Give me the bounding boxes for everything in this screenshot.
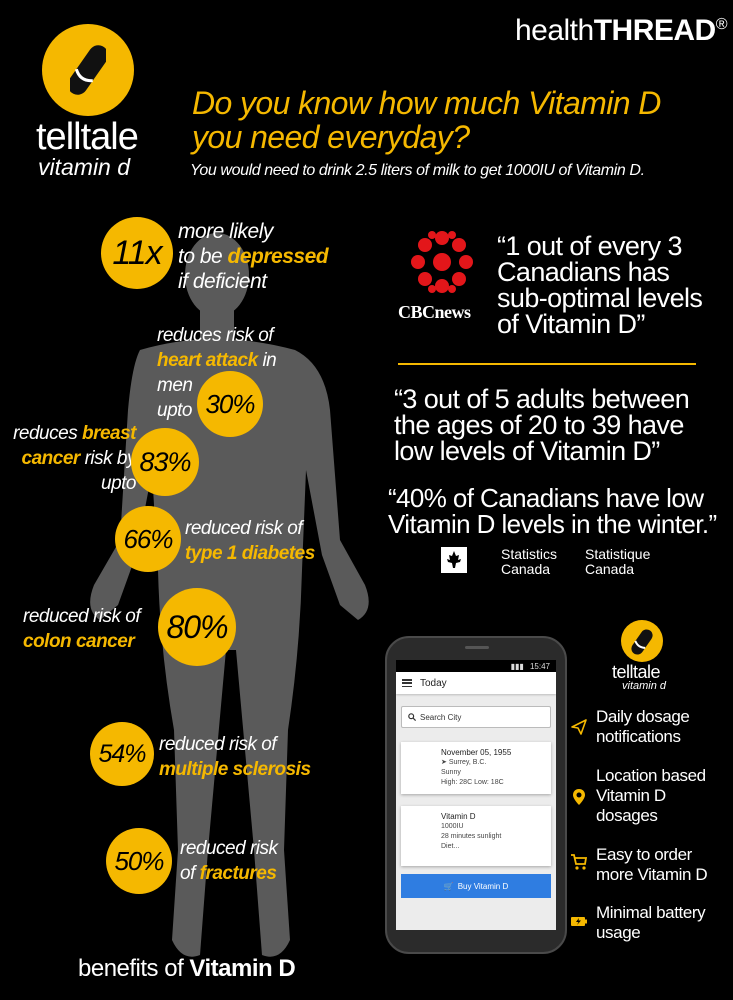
search-placeholder: Search City: [420, 712, 462, 722]
hamburger-menu-icon[interactable]: [402, 679, 412, 687]
weather-temps: High: 28C Low: 18C: [441, 779, 504, 786]
heart-attack-stat-text: reduces risk of heart attack in men upto: [157, 325, 277, 421]
status-bar: ▮▮▮ 15:47: [396, 660, 556, 672]
location-arrow-icon: ➤: [441, 759, 449, 766]
vitamin-dose: 1000IU: [441, 823, 464, 830]
vitamin-card-title: Vitamin D: [441, 812, 476, 821]
fractures-stat-text: reduced risk of fractures: [180, 838, 278, 884]
cbc-news-label: CBCnews: [398, 302, 471, 322]
weather-date: November 05, 1955: [441, 748, 512, 757]
app-pill-icon: [631, 629, 653, 655]
app-bar-title: Today: [420, 677, 447, 689]
benefits-caption: benefits of Vitamin D: [78, 955, 296, 982]
sclerosis-stat-text: reduced risk of multiple sclerosis: [159, 734, 311, 780]
weather-condition: Sunny: [441, 769, 461, 776]
pill-icon: [70, 45, 106, 95]
vitamin-card[interactable]: Vitamin D 1000IU 28 minutes sunlight Die…: [401, 806, 551, 866]
battery-icon: [571, 917, 587, 926]
subheadline: You would need to drink 2.5 liters of mi…: [190, 162, 645, 179]
app-name: telltale: [612, 662, 661, 682]
paper-plane-icon: [571, 719, 587, 735]
fractures-stat-circle: 50%: [106, 828, 172, 894]
depression-stat-text: more likely to be depressed if deficient: [178, 220, 329, 293]
buy-vitamin-d-button[interactable]: 🛒 Buy Vitamin D: [401, 874, 551, 898]
weather-location: Surrey, B.C.: [448, 759, 487, 766]
feature-ordering: Easy to order more Vitamin D: [596, 845, 708, 884]
brand-subtitle: vitamin d: [38, 154, 131, 180]
shopping-cart-icon: [571, 854, 588, 870]
status-time: 15:47: [529, 661, 550, 671]
phone-screen: ▮▮▮ 15:47 Today Search City November 05,…: [396, 660, 556, 930]
colon-cancer-stat-circle: 80%: [158, 588, 236, 666]
canada-flag-icon: [428, 547, 480, 573]
sclerosis-stat-circle: 54%: [90, 722, 154, 786]
diabetes-stat-circle: 66%: [115, 506, 181, 572]
diabetes-stat-text: reduced risk of type 1 diabetes: [185, 518, 315, 564]
headline: Do you know how much Vitamin D you need …: [192, 85, 661, 155]
cbc-gem-icon: [411, 231, 473, 293]
search-city-input[interactable]: Search City: [401, 706, 551, 728]
adults-quote: “3 out of 5 adults between the ages of 2…: [394, 384, 690, 466]
feature-notifications: Daily dosage notifications: [596, 707, 690, 746]
feature-location: Location based Vitamin D dosages: [596, 766, 706, 825]
divider: [398, 363, 696, 365]
statistics-canada-fr: Statistique Canada: [585, 546, 651, 577]
feature-battery: Minimal battery usage: [596, 903, 706, 942]
cbc-quote: “1 out of every 3 Canadians has sub-opti…: [497, 231, 703, 339]
depression-stat-circle: 11x: [101, 217, 173, 289]
vitamin-diet: Diet...: [441, 843, 460, 850]
statistics-canada-en: Statistics Canada: [501, 546, 558, 577]
phone-mockup: ▮▮▮ 15:47 Today Search City November 05,…: [385, 636, 567, 954]
heart-attack-stat-circle: 30%: [197, 371, 263, 437]
app-subtitle: vitamin d: [622, 680, 667, 692]
colon-cancer-stat-text: reduced risk of colon cancer: [23, 606, 141, 652]
winter-quote: “40% of Canadians have low Vitamin D lev…: [388, 483, 717, 539]
breast-cancer-stat-text: reduces breast cancer risk by upto: [13, 423, 136, 494]
app-bar: Today: [396, 672, 556, 694]
cart-icon: 🛒: [443, 881, 454, 891]
location-pin-icon: [573, 789, 585, 805]
phone-speaker: [465, 646, 489, 649]
vitamin-sunlight: 28 minutes sunlight: [441, 833, 502, 840]
healththread-logo: healthTHREAD®: [514, 14, 728, 47]
weather-card[interactable]: November 05, 1955 ➤ Surrey, B.C. Sunny H…: [401, 742, 551, 794]
search-icon: [408, 713, 416, 721]
brand-name: telltale: [36, 116, 139, 158]
breast-cancer-stat-circle: 83%: [131, 428, 199, 496]
signal-icon: ▮▮▮: [510, 661, 524, 671]
